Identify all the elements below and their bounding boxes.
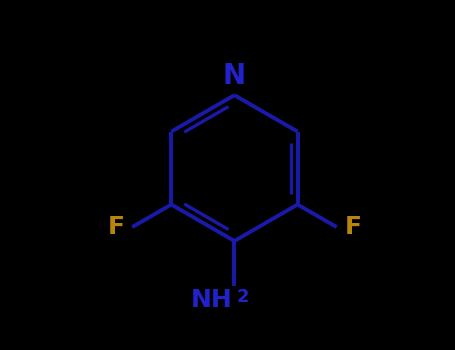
Text: F: F [344,215,361,239]
Text: N: N [223,62,246,90]
Text: NH: NH [191,288,233,312]
Text: 2: 2 [236,288,249,306]
Text: F: F [107,215,125,239]
